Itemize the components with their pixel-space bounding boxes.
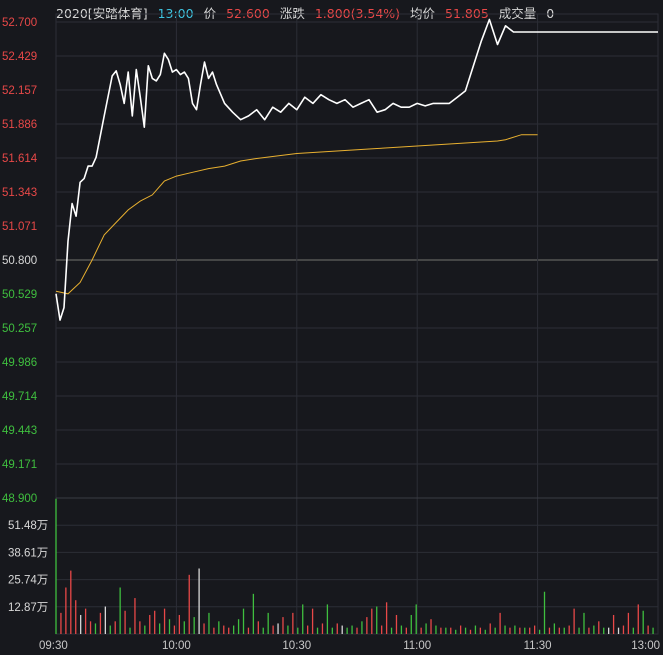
price-tick-label: 51.886 (2, 119, 37, 131)
time-tick-label: 11:30 (524, 640, 552, 652)
price-tick-label: 48.900 (2, 493, 37, 505)
price-tick-label: 52.700 (2, 17, 37, 29)
price-tick-label: 51.343 (2, 187, 37, 199)
average-price-line (55, 134, 538, 295)
volume-tick-label: 51.48万 (8, 520, 48, 532)
price-line (55, 18, 658, 321)
price-tick-label: 51.071 (2, 221, 37, 233)
volume-tick-label: 25.74万 (8, 575, 48, 587)
price-tick-label: 49.986 (2, 357, 37, 369)
time-tick-label: 11:00 (403, 640, 431, 652)
price-tick-label: 49.171 (2, 459, 37, 471)
price-tick-label: 49.714 (2, 391, 38, 403)
time-tick-label: 13:00 (631, 640, 660, 652)
time-tick-label: 10:30 (282, 640, 311, 652)
time-tick-label: 10:00 (162, 640, 191, 652)
price-tick-label: 50.800 (2, 255, 37, 267)
price-tick-label: 52.157 (2, 85, 37, 97)
price-tick-label: 50.529 (2, 289, 37, 301)
price-tick-label: 49.443 (2, 425, 37, 437)
price-tick-label: 51.614 (2, 153, 38, 165)
price-tick-label: 50.257 (2, 323, 37, 335)
time-tick-label: 09:30 (39, 640, 68, 652)
price-tick-label: 52.429 (2, 51, 37, 63)
volume-tick-label: 38.61万 (8, 547, 48, 559)
volume-tick-label: 12.87万 (8, 602, 48, 614)
